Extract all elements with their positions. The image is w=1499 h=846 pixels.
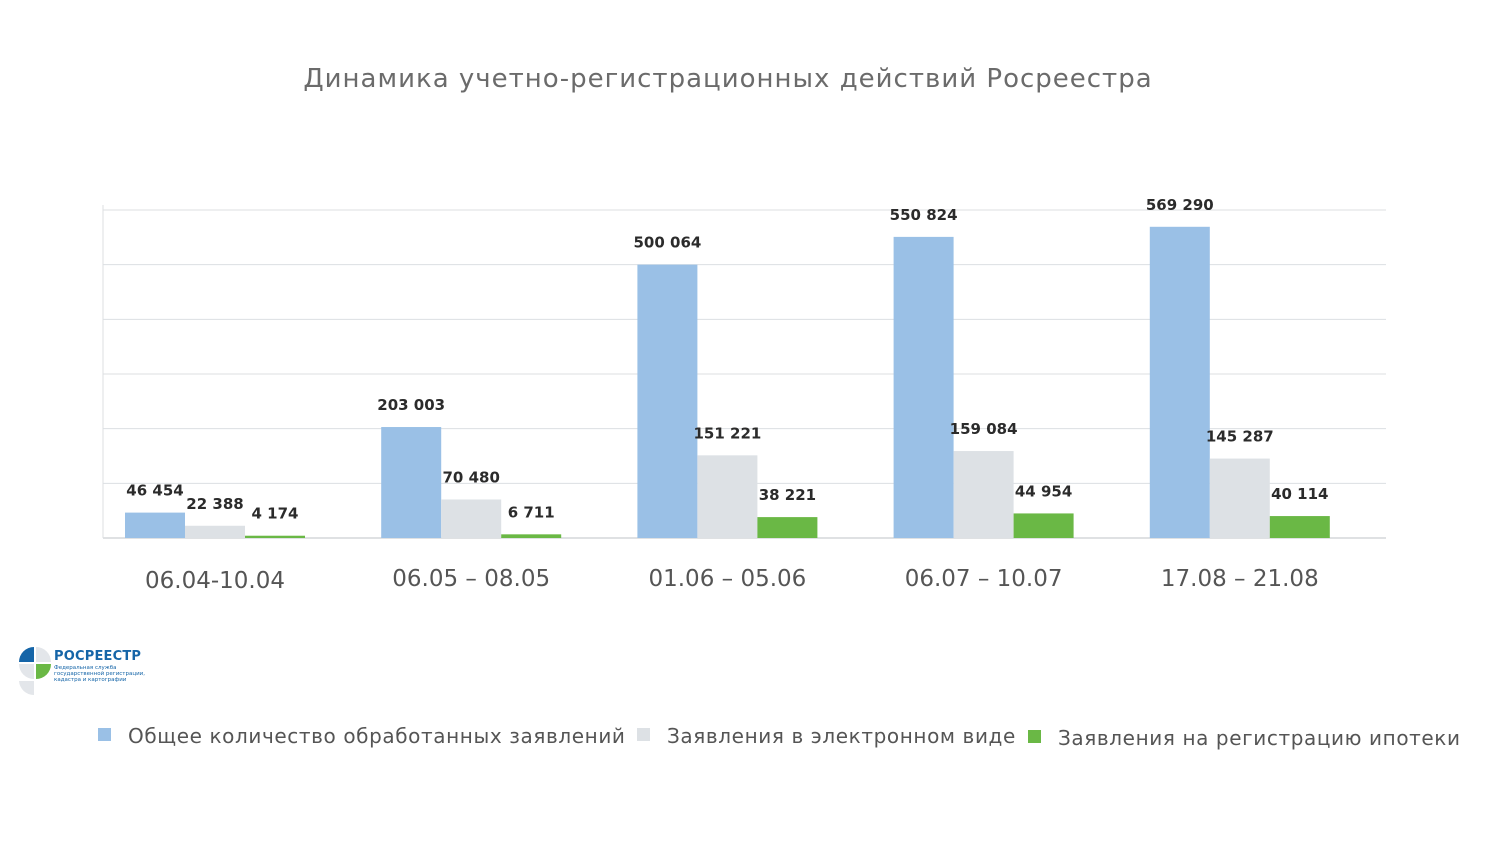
chart-title: Динамика учетно-регистрационных действий… <box>303 64 1153 94</box>
logo-subtitle-line-2: государственной регистрации, <box>54 671 145 677</box>
data-label-total: 46 454 <box>126 482 183 500</box>
data-label-electronic: 145 287 <box>1206 428 1274 446</box>
data-label-electronic: 151 221 <box>693 424 761 442</box>
logo-subtitle-line-3: кадастра и картографии <box>54 677 127 683</box>
bar-mortgage <box>501 534 562 538</box>
data-label-total: 569 290 <box>1146 196 1214 214</box>
data-label-electronic: 70 480 <box>442 468 499 486</box>
data-label-mortgage: 44 954 <box>1015 482 1072 500</box>
bar-mortgage <box>1269 516 1330 538</box>
data-label-electronic: 159 084 <box>950 420 1018 438</box>
bar-total <box>637 264 698 538</box>
bar-mortgage <box>245 535 305 538</box>
data-label-mortgage: 6 711 <box>508 503 555 521</box>
category-labels: 06.04-10.04 06.05 – 08.05 01.06 – 05.06 06.… <box>145 566 1319 594</box>
bar-total <box>381 427 442 538</box>
legend-swatch-electronic <box>637 728 650 741</box>
category-label: 06.04-10.04 <box>145 568 285 594</box>
data-label-total: 500 064 <box>633 234 701 252</box>
logo-subtitle-line-1: Федеральная служба <box>54 665 117 671</box>
bar-total <box>125 512 185 538</box>
bar-electronic <box>441 499 502 538</box>
legend-label-total: Общее количество обработанных заявлений <box>128 724 626 748</box>
category-label: 01.06 – 05.06 <box>648 566 806 592</box>
bar-electronic <box>953 451 1014 538</box>
legend-label-electronic: Заявления в электронном виде <box>667 724 1016 748</box>
rosreestr-emblem-icon <box>19 647 51 696</box>
bar-electronic <box>697 455 758 538</box>
legend-swatch-mortgage <box>1028 730 1041 743</box>
data-label-mortgage: 40 114 <box>1271 485 1328 503</box>
bar-total <box>1149 226 1210 538</box>
chart-legend: Общее количество обработанных заявлений … <box>0 722 1499 762</box>
bar-electronic <box>1209 458 1270 538</box>
rosreestr-logo: РОСРЕЕСТР Федеральная служба государстве… <box>18 646 158 696</box>
category-label: 06.07 – 10.07 <box>905 566 1063 592</box>
logo-name: РОСРЕЕСТР <box>54 649 142 664</box>
data-label-mortgage: 38 221 <box>759 486 816 504</box>
data-label-total: 550 824 <box>890 206 958 224</box>
data-label-total: 203 003 <box>377 396 445 414</box>
category-label: 06.05 – 08.05 <box>392 566 550 592</box>
data-label-electronic: 22 388 <box>186 495 243 513</box>
category-label: 17.08 – 21.08 <box>1161 566 1319 592</box>
bar-electronic <box>185 525 245 538</box>
bar-mortgage <box>757 517 818 538</box>
bars-layer <box>125 226 1330 538</box>
bar-mortgage <box>1013 513 1074 538</box>
bar-total <box>893 236 954 538</box>
data-label-mortgage: 4 174 <box>252 505 299 523</box>
legend-label-mortgage: Заявления на регистрацию ипотеки <box>1058 726 1461 750</box>
legend-swatch-total <box>98 728 111 741</box>
